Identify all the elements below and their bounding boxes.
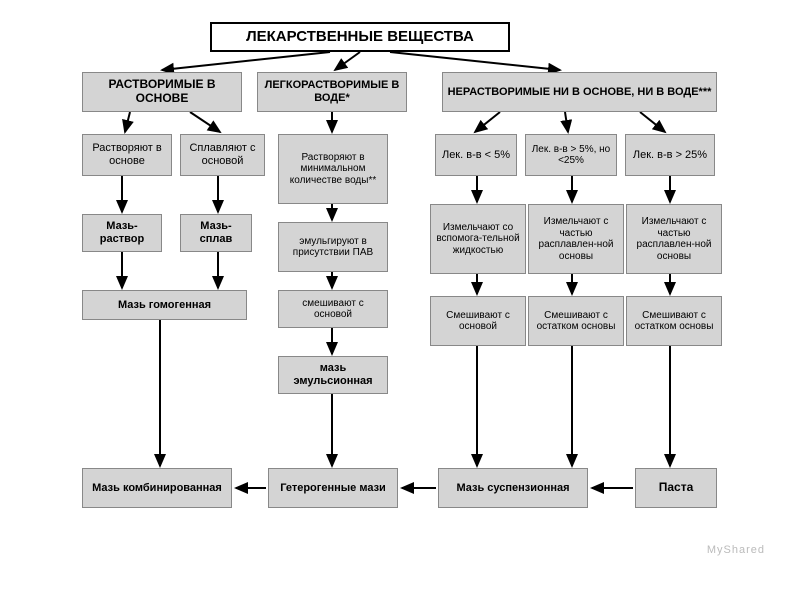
node-title: ЛЕКАРСТВЕННЫЕ ВЕЩЕСТВА (210, 22, 510, 52)
node-a2: Сплавляют с основой (180, 134, 265, 176)
arrow-6 (475, 112, 500, 132)
node-h3: НЕРАСТВОРИМЫЕ НИ В ОСНОВЕ, НИ В ВОДЕ*** (442, 72, 717, 112)
arrow-1 (335, 52, 360, 70)
arrow-7 (565, 112, 568, 132)
node-f1: Мазь комбинированная (82, 468, 232, 508)
arrow-3 (125, 112, 130, 132)
node-b2: эмульгируют в присутствии ПАВ (278, 222, 388, 272)
arrow-8 (640, 112, 665, 132)
node-a5: Мазь гомогенная (82, 290, 247, 320)
node-a1: Растворяют в основе (82, 134, 172, 176)
node-b4: мазь эмульсионная (278, 356, 388, 394)
watermark: MyShared (707, 544, 765, 556)
node-a3: Мазь-раствор (82, 214, 162, 252)
node-a4: Мазь-сплав (180, 214, 252, 252)
node-h2: ЛЕГКОРАСТВОРИМЫЕ В ВОДЕ* (257, 72, 407, 112)
node-c3: Лек. в-в > 25% (625, 134, 715, 176)
node-c2: Лек. в-в > 5%, но <25% (525, 134, 617, 176)
node-c7: Смешивают с основой (430, 296, 526, 346)
node-b3: смешивают с основой (278, 290, 388, 328)
arrow-2 (390, 52, 560, 70)
node-c8: Смешивают с остатком основы (528, 296, 624, 346)
node-c1: Лек. в-в < 5% (435, 134, 517, 176)
node-f4: Паста (635, 468, 717, 508)
node-h1: РАСТВОРИМЫЕ В ОСНОВЕ (82, 72, 242, 112)
arrow-0 (162, 52, 330, 70)
node-c6: Измельчают с частью расплавлен-ной основ… (626, 204, 722, 274)
node-f3: Мазь суспензионная (438, 468, 588, 508)
node-c5: Измельчают с частью расплавлен-ной основ… (528, 204, 624, 274)
node-c9: Смешивают с остатком основы (626, 296, 722, 346)
arrow-4 (190, 112, 220, 132)
node-c4: Измельчают со вспомога-тельной жидкостью (430, 204, 526, 274)
node-f2: Гетерогенные мази (268, 468, 398, 508)
node-b1: Растворяют в минимальном количестве воды… (278, 134, 388, 204)
